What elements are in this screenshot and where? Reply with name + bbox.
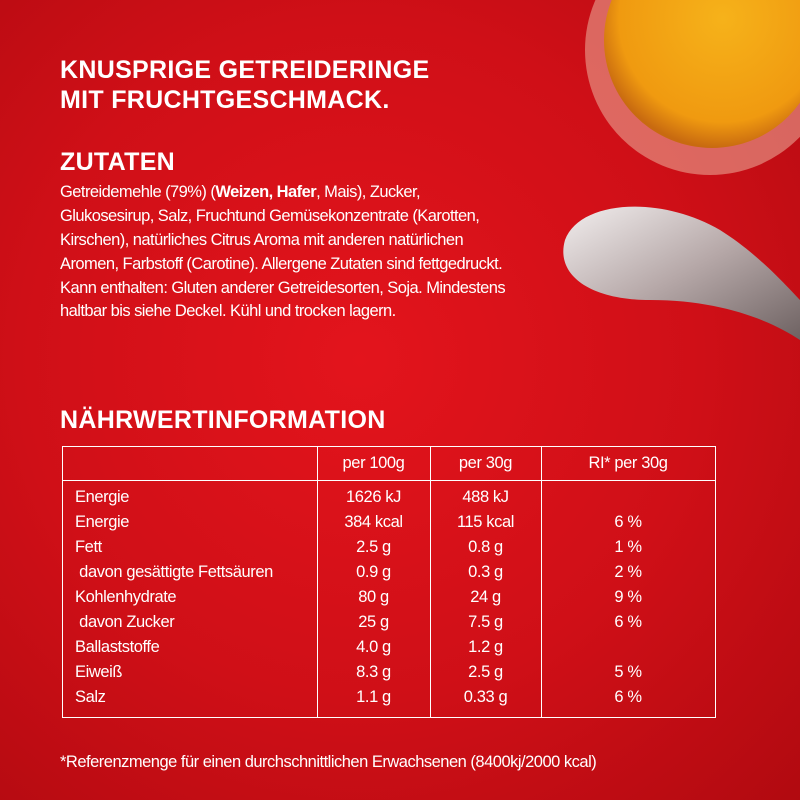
cell-value: 115 kcal	[456, 513, 515, 531]
cell-value: 2 %	[614, 563, 642, 581]
cell-value: 0.9 g	[356, 563, 391, 581]
spoon	[563, 206, 800, 340]
row-label: Fett	[75, 538, 102, 556]
allergen: Weizen, Hafer	[215, 183, 317, 201]
title-line: MIT FRUCHTGESCHMACK.	[60, 86, 390, 114]
cell-value: 9 %	[614, 588, 642, 606]
cell-value: 1626 kJ	[346, 488, 401, 506]
row-label: Energie	[75, 513, 130, 531]
row-label: davon Zucker	[75, 613, 175, 631]
cell-value: 488 kJ	[462, 488, 509, 506]
cell-value: 0.3 g	[468, 563, 503, 581]
header-rule	[63, 480, 715, 481]
ingredients-line: Kirschen), natürliches Citrus Aroma mit …	[60, 231, 464, 249]
row-label: Salz	[75, 688, 106, 706]
cell-value: 2.5 g	[356, 538, 391, 556]
cell-value: 1.1 g	[356, 688, 391, 706]
cell-value: 24 g	[470, 588, 501, 606]
cell-value: 6 %	[614, 613, 642, 631]
column-header: per 30g	[458, 454, 513, 472]
column-rule	[430, 447, 431, 717]
row-label: Eiweiß	[75, 663, 123, 681]
nutrition-heading: NÄHRWERTINFORMATION	[60, 406, 386, 434]
text: Getreidemehle (79%) (	[60, 183, 216, 201]
glass-juice	[604, 0, 800, 148]
text: , Mais), Zucker,	[316, 183, 421, 201]
cell-value: 2.5 g	[468, 663, 503, 681]
cell-value: 6 %	[614, 688, 642, 706]
cell-value: 5 %	[614, 663, 642, 681]
row-label: Ballaststoffe	[75, 638, 160, 656]
ingredients-line: Glukosesirup, Salz, Fruchtund Gemüsekonz…	[60, 207, 480, 225]
ingredients-heading: ZUTATEN	[60, 148, 176, 176]
cell-value: 0.8 g	[468, 538, 503, 556]
cell-value: 0.33 g	[463, 688, 508, 706]
row-label: davon gesättigte Fettsäuren	[75, 563, 273, 581]
cell-value: 1 %	[614, 538, 642, 556]
cell-value: 4.0 g	[356, 638, 391, 656]
ingredients-line: haltbar bis siehe Deckel. Kühl und trock…	[60, 302, 396, 320]
column-header: per 100g	[342, 454, 405, 472]
row-label: Kohlenhydrate	[75, 588, 177, 606]
cell-value: 384 kcal	[344, 513, 403, 531]
row-label: Energie	[75, 488, 130, 506]
cell-value: 80 g	[358, 588, 389, 606]
cell-value: 8.3 g	[356, 663, 391, 681]
cell-value: 1.2 g	[468, 638, 503, 656]
column-header: RI* per 30g	[588, 454, 668, 472]
ingredients-line: Aromen, Farbstoff (Carotine). Allergene …	[60, 255, 503, 273]
footnote: *Referenzmenge für einen durchschnittlic…	[60, 753, 597, 771]
title-line: KNUSPRIGE GETREIDERINGE	[60, 56, 430, 84]
cell-value: 6 %	[614, 513, 642, 531]
cell-value: 7.5 g	[468, 613, 503, 631]
cell-value: 25 g	[358, 613, 389, 631]
ingredients-line: Kann enthalten: Gluten anderer Getreides…	[60, 279, 506, 297]
column-rule	[541, 447, 542, 717]
nutrition-table: per 100g per 30g RI* per 30g Energie 1626 kJ…	[62, 446, 716, 718]
ingredients-line: Getreidemehle (79%) (Weizen, Hafer, Mais…	[60, 183, 421, 202]
column-rule	[317, 447, 318, 717]
